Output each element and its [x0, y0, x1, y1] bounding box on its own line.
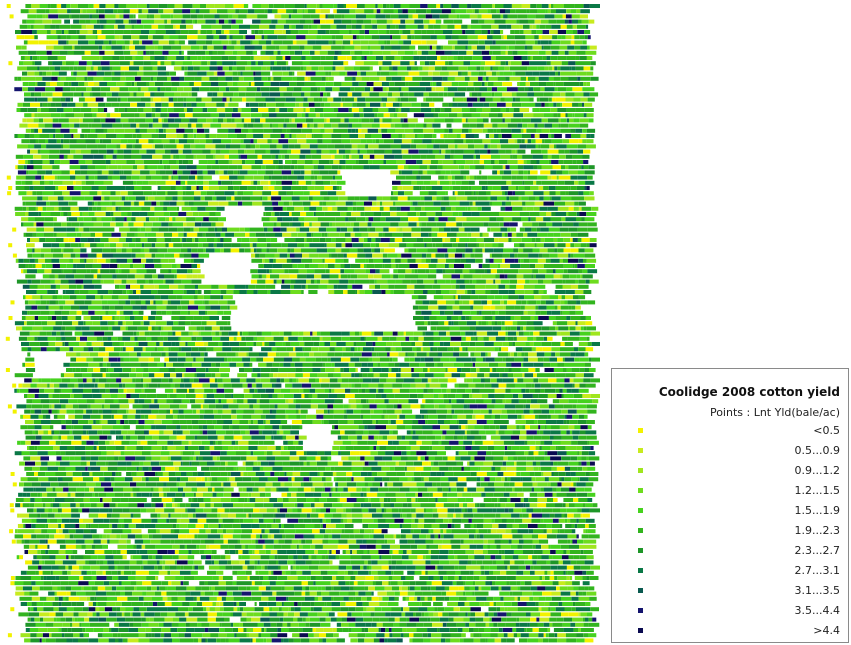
legend-swatch — [638, 488, 643, 493]
legend-class-row: 0.9...1.2 — [612, 463, 848, 479]
legend-class-label: 1.2...1.5 — [794, 484, 840, 497]
legend-class-label: 0.9...1.2 — [794, 464, 840, 477]
legend-class-label: 3.5...4.4 — [794, 604, 840, 617]
legend-class-row: 1.5...1.9 — [612, 503, 848, 519]
yield-map — [5, 4, 600, 643]
legend-class-row: >4.4 — [612, 623, 848, 639]
legend-title: Coolidge 2008 cotton yield — [658, 385, 840, 399]
legend-class-row: 1.2...1.5 — [612, 483, 848, 499]
legend-subtitle: Points : Lnt Yld(bale/ac) — [709, 406, 840, 419]
legend-class-label: >4.4 — [813, 624, 840, 637]
legend-class-row: 2.3...2.7 — [612, 543, 848, 559]
legend-class-row: 2.7...3.1 — [612, 563, 848, 579]
legend-class-label: 3.1...3.5 — [794, 584, 840, 597]
legend-class-label: 2.3...2.7 — [794, 544, 840, 557]
legend-class-row: 3.5...4.4 — [612, 603, 848, 619]
legend-class-label: 2.7...3.1 — [794, 564, 840, 577]
map-legend: Coolidge 2008 cotton yield Points : Lnt … — [611, 368, 849, 643]
legend-swatch — [638, 468, 643, 473]
legend-class-row: 0.5...0.9 — [612, 443, 848, 459]
legend-swatch — [638, 588, 643, 593]
legend-swatch — [638, 628, 643, 633]
legend-swatch — [638, 548, 643, 553]
legend-swatch — [638, 448, 643, 453]
legend-class-label: 1.9...2.3 — [794, 524, 840, 537]
legend-swatch — [638, 608, 643, 613]
legend-class-label: <0.5 — [813, 424, 840, 437]
legend-swatch — [638, 508, 643, 513]
legend-class-row: <0.5 — [612, 423, 848, 439]
legend-class-label: 1.5...1.9 — [794, 504, 840, 517]
legend-swatch — [638, 568, 643, 573]
legend-class-row: 3.1...3.5 — [612, 583, 848, 599]
legend-class-label: 0.5...0.9 — [794, 444, 840, 457]
legend-class-row: 1.9...2.3 — [612, 523, 848, 539]
legend-swatch — [638, 528, 643, 533]
legend-swatch — [638, 428, 643, 433]
